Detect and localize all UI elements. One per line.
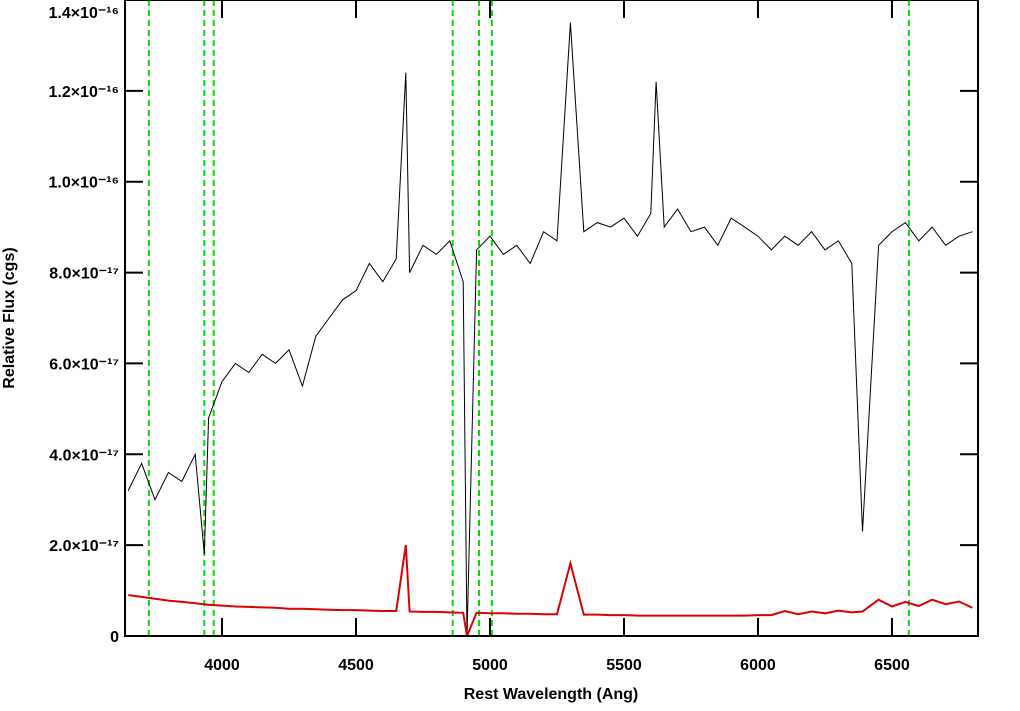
x-tick-label: 6000	[740, 657, 776, 674]
x-tick-label: 4500	[338, 657, 374, 674]
plot-frame	[124, 0, 979, 637]
y-axis-label: Relative Flux (cgs)	[1, 247, 18, 388]
y-tick-label: 4.0×10⁻¹⁷	[49, 447, 119, 464]
y-tick-label: 1.0×10⁻¹⁶	[48, 175, 119, 192]
y-tick-label: 1.2×10⁻¹⁶	[48, 84, 119, 101]
plot-area	[127, 0, 973, 636]
y-tick-label: 2.0×10⁻¹⁷	[49, 538, 119, 555]
x-tick-label: 5000	[472, 657, 508, 674]
x-axis-label: Rest Wavelength (Ang)	[464, 686, 639, 703]
y-tick-label: 8.0×10⁻¹⁷	[49, 266, 119, 283]
x-tick-label: 4000	[204, 657, 240, 674]
y-tick-label: 0	[110, 629, 119, 646]
y-tick-label: 6.0×10⁻¹⁷	[49, 356, 119, 373]
y-tick-label: 1.4×10⁻¹⁶	[48, 5, 119, 22]
x-tick-label: 5500	[606, 657, 642, 674]
spectrum-line	[127, 22, 973, 636]
x-tick-label: 6500	[874, 657, 910, 674]
spectrum-line	[128, 544, 973, 636]
